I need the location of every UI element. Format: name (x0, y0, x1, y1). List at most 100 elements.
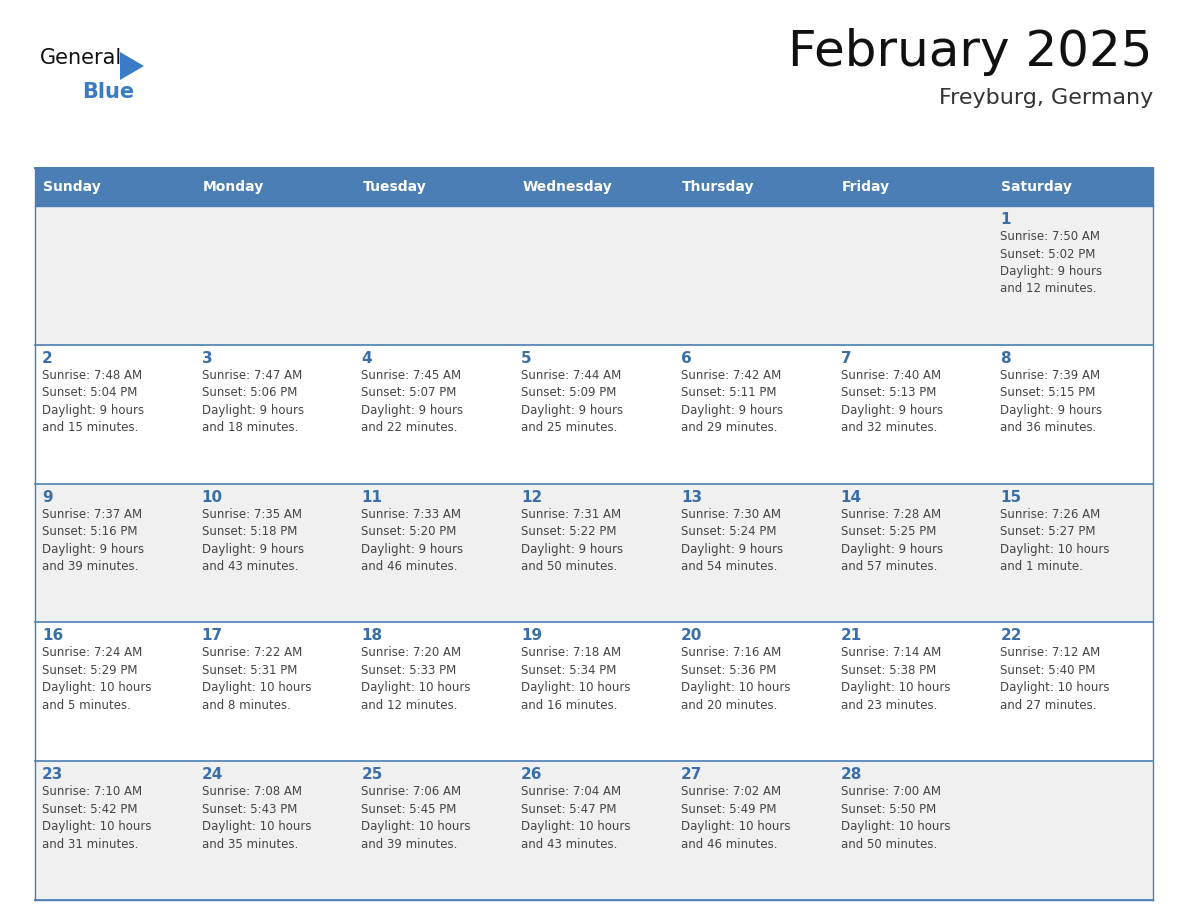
Bar (993, 206, 1154, 345)
Text: Sunrise: 7:39 AM
Sunset: 5:15 PM
Daylight: 9 hours
and 36 minutes.: Sunrise: 7:39 AM Sunset: 5:15 PM Dayligh… (1000, 369, 1102, 434)
Text: Sunrise: 7:28 AM
Sunset: 5:25 PM
Daylight: 9 hours
and 57 minutes.: Sunrise: 7:28 AM Sunset: 5:25 PM Dayligh… (841, 508, 943, 573)
Bar (34, 345, 195, 484)
Bar (514, 168, 674, 206)
Bar (834, 622, 993, 761)
Text: Sunrise: 7:26 AM
Sunset: 5:27 PM
Daylight: 10 hours
and 1 minute.: Sunrise: 7:26 AM Sunset: 5:27 PM Dayligh… (1000, 508, 1110, 573)
Bar (354, 484, 514, 622)
Bar (674, 345, 834, 484)
Text: Sunrise: 7:00 AM
Sunset: 5:50 PM
Daylight: 10 hours
and 50 minutes.: Sunrise: 7:00 AM Sunset: 5:50 PM Dayligh… (841, 785, 950, 851)
Text: 17: 17 (202, 629, 223, 644)
Text: Sunrise: 7:48 AM
Sunset: 5:04 PM
Daylight: 9 hours
and 15 minutes.: Sunrise: 7:48 AM Sunset: 5:04 PM Dayligh… (42, 369, 144, 434)
Bar (195, 761, 354, 900)
Bar (354, 206, 514, 345)
Bar (34, 168, 195, 206)
Text: Wednesday: Wednesday (523, 180, 612, 194)
Text: Sunrise: 7:35 AM
Sunset: 5:18 PM
Daylight: 9 hours
and 43 minutes.: Sunrise: 7:35 AM Sunset: 5:18 PM Dayligh… (202, 508, 304, 573)
Text: 22: 22 (1000, 629, 1022, 644)
Bar (674, 761, 834, 900)
Bar (993, 168, 1154, 206)
Text: Sunrise: 7:42 AM
Sunset: 5:11 PM
Daylight: 9 hours
and 29 minutes.: Sunrise: 7:42 AM Sunset: 5:11 PM Dayligh… (681, 369, 783, 434)
Text: 16: 16 (42, 629, 63, 644)
Text: Sunrise: 7:06 AM
Sunset: 5:45 PM
Daylight: 10 hours
and 39 minutes.: Sunrise: 7:06 AM Sunset: 5:45 PM Dayligh… (361, 785, 470, 851)
Text: Sunrise: 7:50 AM
Sunset: 5:02 PM
Daylight: 9 hours
and 12 minutes.: Sunrise: 7:50 AM Sunset: 5:02 PM Dayligh… (1000, 230, 1102, 296)
Bar (195, 206, 354, 345)
Text: Sunday: Sunday (43, 180, 101, 194)
Bar (993, 761, 1154, 900)
Text: Sunrise: 7:14 AM
Sunset: 5:38 PM
Daylight: 10 hours
and 23 minutes.: Sunrise: 7:14 AM Sunset: 5:38 PM Dayligh… (841, 646, 950, 711)
Text: 2: 2 (42, 351, 52, 365)
Bar (993, 345, 1154, 484)
Text: Thursday: Thursday (682, 180, 754, 194)
Text: Sunrise: 7:04 AM
Sunset: 5:47 PM
Daylight: 10 hours
and 43 minutes.: Sunrise: 7:04 AM Sunset: 5:47 PM Dayligh… (522, 785, 631, 851)
Text: Sunrise: 7:45 AM
Sunset: 5:07 PM
Daylight: 9 hours
and 22 minutes.: Sunrise: 7:45 AM Sunset: 5:07 PM Dayligh… (361, 369, 463, 434)
Bar (354, 168, 514, 206)
Text: General: General (40, 48, 122, 68)
Text: 12: 12 (522, 489, 543, 505)
Text: Sunrise: 7:10 AM
Sunset: 5:42 PM
Daylight: 10 hours
and 31 minutes.: Sunrise: 7:10 AM Sunset: 5:42 PM Dayligh… (42, 785, 152, 851)
Text: Sunrise: 7:30 AM
Sunset: 5:24 PM
Daylight: 9 hours
and 54 minutes.: Sunrise: 7:30 AM Sunset: 5:24 PM Dayligh… (681, 508, 783, 573)
Text: Sunrise: 7:37 AM
Sunset: 5:16 PM
Daylight: 9 hours
and 39 minutes.: Sunrise: 7:37 AM Sunset: 5:16 PM Dayligh… (42, 508, 144, 573)
Text: Sunrise: 7:40 AM
Sunset: 5:13 PM
Daylight: 9 hours
and 32 minutes.: Sunrise: 7:40 AM Sunset: 5:13 PM Dayligh… (841, 369, 943, 434)
Text: Sunrise: 7:20 AM
Sunset: 5:33 PM
Daylight: 10 hours
and 12 minutes.: Sunrise: 7:20 AM Sunset: 5:33 PM Dayligh… (361, 646, 470, 711)
Text: Freyburg, Germany: Freyburg, Germany (939, 88, 1154, 108)
Bar (195, 622, 354, 761)
Text: Tuesday: Tuesday (362, 180, 426, 194)
Bar (34, 761, 195, 900)
Bar (834, 484, 993, 622)
Text: 26: 26 (522, 767, 543, 782)
Bar (514, 345, 674, 484)
Text: Blue: Blue (82, 82, 134, 102)
Text: 3: 3 (202, 351, 213, 365)
Text: 10: 10 (202, 489, 223, 505)
Text: February 2025: February 2025 (789, 28, 1154, 76)
Text: 9: 9 (42, 489, 52, 505)
Text: Saturday: Saturday (1001, 180, 1072, 194)
Text: Friday: Friday (841, 180, 890, 194)
Text: Sunrise: 7:33 AM
Sunset: 5:20 PM
Daylight: 9 hours
and 46 minutes.: Sunrise: 7:33 AM Sunset: 5:20 PM Dayligh… (361, 508, 463, 573)
Text: Sunrise: 7:22 AM
Sunset: 5:31 PM
Daylight: 10 hours
and 8 minutes.: Sunrise: 7:22 AM Sunset: 5:31 PM Dayligh… (202, 646, 311, 711)
Bar (674, 168, 834, 206)
Text: Sunrise: 7:18 AM
Sunset: 5:34 PM
Daylight: 10 hours
and 16 minutes.: Sunrise: 7:18 AM Sunset: 5:34 PM Dayligh… (522, 646, 631, 711)
Bar (354, 761, 514, 900)
Bar (34, 484, 195, 622)
Text: 8: 8 (1000, 351, 1011, 365)
Text: 28: 28 (841, 767, 862, 782)
Text: 25: 25 (361, 767, 383, 782)
Text: Sunrise: 7:16 AM
Sunset: 5:36 PM
Daylight: 10 hours
and 20 minutes.: Sunrise: 7:16 AM Sunset: 5:36 PM Dayligh… (681, 646, 790, 711)
Text: Sunrise: 7:44 AM
Sunset: 5:09 PM
Daylight: 9 hours
and 25 minutes.: Sunrise: 7:44 AM Sunset: 5:09 PM Dayligh… (522, 369, 624, 434)
Bar (834, 206, 993, 345)
Bar (354, 345, 514, 484)
Bar (195, 484, 354, 622)
Text: 23: 23 (42, 767, 63, 782)
Bar (34, 622, 195, 761)
Text: Sunrise: 7:12 AM
Sunset: 5:40 PM
Daylight: 10 hours
and 27 minutes.: Sunrise: 7:12 AM Sunset: 5:40 PM Dayligh… (1000, 646, 1110, 711)
Text: 18: 18 (361, 629, 383, 644)
Text: Sunrise: 7:02 AM
Sunset: 5:49 PM
Daylight: 10 hours
and 46 minutes.: Sunrise: 7:02 AM Sunset: 5:49 PM Dayligh… (681, 785, 790, 851)
Text: 20: 20 (681, 629, 702, 644)
Bar (514, 761, 674, 900)
Text: 15: 15 (1000, 489, 1022, 505)
Text: 24: 24 (202, 767, 223, 782)
Bar (354, 622, 514, 761)
Text: 21: 21 (841, 629, 861, 644)
Bar (834, 345, 993, 484)
Text: Monday: Monday (203, 180, 264, 194)
Bar (993, 622, 1154, 761)
Bar (993, 484, 1154, 622)
Polygon shape (120, 52, 144, 80)
Text: 11: 11 (361, 489, 383, 505)
Text: 7: 7 (841, 351, 851, 365)
Text: 5: 5 (522, 351, 532, 365)
Text: 1: 1 (1000, 212, 1011, 227)
Text: Sunrise: 7:31 AM
Sunset: 5:22 PM
Daylight: 9 hours
and 50 minutes.: Sunrise: 7:31 AM Sunset: 5:22 PM Dayligh… (522, 508, 624, 573)
Bar (514, 484, 674, 622)
Bar (834, 168, 993, 206)
Text: 13: 13 (681, 489, 702, 505)
Text: Sunrise: 7:47 AM
Sunset: 5:06 PM
Daylight: 9 hours
and 18 minutes.: Sunrise: 7:47 AM Sunset: 5:06 PM Dayligh… (202, 369, 304, 434)
Text: 27: 27 (681, 767, 702, 782)
Text: Sunrise: 7:24 AM
Sunset: 5:29 PM
Daylight: 10 hours
and 5 minutes.: Sunrise: 7:24 AM Sunset: 5:29 PM Dayligh… (42, 646, 152, 711)
Bar (514, 622, 674, 761)
Bar (674, 484, 834, 622)
Bar (34, 206, 195, 345)
Text: 4: 4 (361, 351, 372, 365)
